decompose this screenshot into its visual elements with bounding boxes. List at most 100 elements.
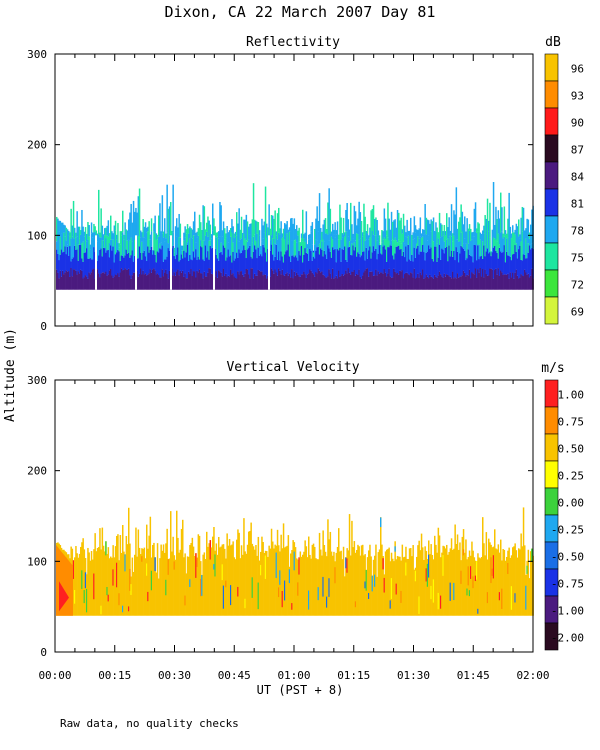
reflectivity-data-cell [282, 236, 285, 263]
velocity-data-cell [161, 550, 164, 616]
reflectivity-data-cell [78, 238, 81, 245]
reflectivity-data-cell [275, 235, 278, 245]
reflectivity-colorbar-swatch [544, 215, 559, 244]
reflectivity-data-cell [165, 269, 167, 290]
reflectivity-data-cell [348, 229, 351, 242]
velocity-data-cell [402, 557, 405, 616]
reflectivity-data-cell [320, 272, 322, 290]
reflectivity-data-cell [398, 245, 400, 275]
reflectivity-data-cell [107, 274, 110, 290]
reflectivity-data-cell [280, 274, 282, 290]
reflectivity-data-cell [136, 258, 138, 271]
reflectivity-data-cell [419, 272, 422, 290]
reflectivity-data-cell [506, 274, 508, 290]
velocity-data-cell [254, 549, 256, 616]
velocity-data-cell [526, 565, 528, 574]
reflectivity-data-cell [158, 275, 160, 290]
velocity-data-cell [216, 554, 219, 616]
reflectivity-data-cell [107, 249, 110, 275]
velocity-data-cell [146, 563, 148, 576]
reflectivity-data-cell [186, 278, 189, 290]
reflectivity-data-cell [159, 243, 161, 249]
reflectivity-data-cell [497, 210, 500, 234]
reflectivity-data-cell [446, 246, 448, 275]
reflectivity-data-cell [147, 231, 149, 247]
velocity-data-cell [59, 581, 69, 612]
reflectivity-data-cell [220, 272, 222, 290]
velocity-data-cell [408, 548, 411, 616]
velocity-data-cell [203, 552, 206, 616]
reflectivity-data-cell [130, 278, 132, 290]
reflectivity-data-cell [156, 239, 159, 252]
velocity-data-cell [420, 533, 423, 616]
reflectivity-data-cell [321, 249, 323, 272]
reflectivity-data-cell [260, 246, 262, 251]
velocity-data-cell [453, 582, 455, 601]
reflectivity-data-cell [273, 273, 275, 290]
reflectivity-data-cell [225, 237, 227, 261]
reflectivity-data-cell [323, 275, 326, 290]
reflectivity-data-cell [346, 273, 348, 290]
reflectivity-data-cell [264, 186, 267, 234]
velocity-data-cell [148, 535, 150, 616]
reflectivity-data-cell [198, 214, 201, 239]
velocity-data-cell [250, 522, 252, 616]
reflectivity-data-cell [348, 246, 351, 273]
reflectivity-data-cell [441, 236, 443, 249]
reflectivity-data-cell [314, 244, 316, 259]
reflectivity-data-cell [173, 256, 176, 273]
velocity-data-cell [399, 556, 401, 616]
reflectivity-data-cell [60, 233, 63, 250]
reflectivity-data-cell [87, 258, 89, 279]
velocity-data-cell [260, 564, 262, 576]
reflectivity-data-cell [414, 225, 417, 233]
velocity-data-cell [140, 554, 142, 616]
reflectivity-data-cell [388, 240, 390, 248]
reflectivity-data-cell [100, 208, 102, 238]
velocity-data-cell [440, 557, 442, 616]
velocity-data-cell [90, 551, 93, 616]
reflectivity-data-cell [434, 231, 436, 236]
reflectivity-data-cell [478, 259, 480, 273]
reflectivity-data-cell [136, 212, 138, 236]
reflectivity-data-cell [63, 274, 65, 290]
velocity-data-cell [120, 552, 123, 616]
reflectivity-data-cell [446, 274, 448, 290]
reflectivity-data-cell [303, 254, 305, 272]
reflectivity-data-cell [189, 238, 191, 255]
velocity-data-cell [158, 578, 160, 616]
reflectivity-data-cell [310, 231, 312, 251]
reflectivity-data-cell [257, 222, 260, 231]
reflectivity-data-cell [396, 246, 399, 274]
reflectivity-data-cell [194, 235, 196, 258]
velocity-data-cell [476, 561, 478, 616]
reflectivity-data-cell [101, 272, 104, 290]
reflectivity-data-cell [75, 249, 77, 271]
velocity-data-cell [377, 552, 380, 616]
reflectivity-data-cell [344, 236, 346, 247]
reflectivity-data-cell [110, 245, 112, 270]
reflectivity-data-cell [225, 260, 227, 274]
reflectivity-data-cell [204, 276, 207, 290]
reflectivity-data-cell [462, 243, 465, 249]
reflectivity-data-cell [500, 232, 502, 252]
reflectivity-data-cell [83, 236, 86, 253]
reflectivity-data-cell [399, 220, 401, 242]
reflectivity-data-cell [254, 234, 256, 246]
reflectivity-data-cell [242, 274, 244, 290]
reflectivity-data-cell [260, 254, 262, 272]
reflectivity-data-cell [234, 258, 237, 278]
reflectivity-data-cell [318, 270, 321, 290]
reflectivity-data-cell [315, 218, 317, 240]
velocity-data-cell [327, 519, 329, 616]
reflectivity-data-cell [424, 204, 426, 234]
reflectivity-data-cell [507, 273, 509, 290]
reflectivity-data-cell [128, 219, 130, 240]
reflectivity-data-cell [64, 225, 66, 237]
reflectivity-data-cell [393, 220, 395, 241]
reflectivity-data-cell [357, 234, 359, 253]
velocity-data-cell [196, 557, 198, 567]
reflectivity-data-cell [420, 251, 423, 276]
reflectivity-data-cell [329, 208, 332, 234]
reflectivity-data-cell [174, 275, 177, 290]
